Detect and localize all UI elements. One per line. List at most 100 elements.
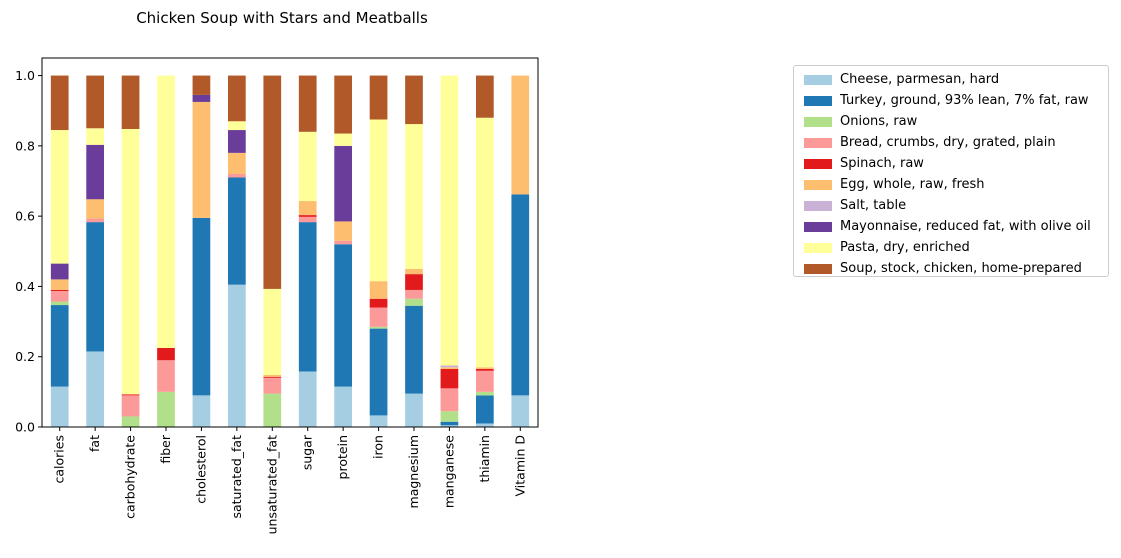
bar-segment-carbohydrate-s9 — [121, 75, 140, 129]
bar-segment-thiamin-s5 — [476, 367, 494, 370]
legend: Cheese, parmesan, hard Turkey, ground, 93… — [793, 65, 1109, 277]
bar-segment-magnesium-s5 — [405, 268, 423, 275]
x-tick-label: fat — [87, 435, 102, 452]
legend-label: Salt, table — [840, 198, 907, 213]
bar-segment-cholesterol-s5 — [192, 101, 211, 218]
legend-swatch — [804, 263, 832, 274]
bar-segment-protein-s1 — [334, 244, 352, 387]
bar-segment-magnesium-s1 — [405, 305, 423, 394]
legend-item: Egg, whole, raw, fresh — [804, 174, 1108, 195]
legend-label: Bread, crumbs, dry, grated, plain — [840, 135, 1056, 150]
bar-segment-cholesterol-s1 — [192, 217, 211, 396]
bar-segment-cholesterol-s7 — [192, 94, 211, 102]
legend-label: Soup, stock, chicken, home-prepared — [840, 261, 1082, 276]
bar-segment-sugar-s5 — [298, 201, 317, 216]
legend-item: Bread, crumbs, dry, grated, plain — [804, 132, 1108, 153]
bar-segment-iron-s3 — [369, 307, 388, 327]
bar-segment-sugar-s9 — [298, 75, 317, 132]
x-tick-label: iron — [371, 435, 386, 459]
legend-label: Egg, whole, raw, fresh — [840, 177, 985, 192]
bar-segment-iron-s4 — [369, 298, 388, 308]
x-tick-label: Vitamin D — [512, 435, 527, 496]
bar-segment-unsaturated-fat-s9 — [263, 75, 282, 289]
chart-title: Chicken Soup with Stars and Meatballs — [136, 9, 428, 27]
x-tick-label: thiamin — [477, 435, 492, 483]
bar-segment-sugar-s8 — [298, 131, 317, 202]
bar-segment-protein-s9 — [334, 75, 352, 134]
bar-segment-vitamin-d-s0 — [511, 395, 530, 427]
bar-segment-saturated-fat-s8 — [228, 121, 246, 131]
bar-segment-protein-s5 — [334, 221, 352, 241]
bar-segment-sugar-s0 — [298, 371, 317, 427]
bar-segment-manganese-s4 — [440, 369, 459, 389]
legend-swatch — [804, 179, 832, 190]
y-tick-label: 0.6 — [15, 209, 35, 224]
bar-segment-unsaturated-fat-s2 — [263, 393, 282, 427]
bar-segment-magnesium-s3 — [405, 289, 423, 299]
legend-label: Spinach, raw — [840, 156, 924, 171]
bar-segment-calories-s0 — [50, 386, 69, 427]
legend-label: Cheese, parmesan, hard — [840, 72, 1000, 87]
x-tick-label: fiber — [158, 434, 173, 463]
legend-label: Turkey, ground, 93% lean, 7% fat, raw — [840, 93, 1089, 108]
bar-segment-protein-s7 — [334, 145, 352, 222]
plot-frame — [41, 57, 539, 428]
legend-item: Spinach, raw — [804, 153, 1108, 174]
bar-segment-manganese-s3 — [440, 388, 459, 412]
legend-swatch — [804, 137, 832, 148]
legend-swatch — [804, 95, 832, 106]
bar-segment-saturated-fat-s3 — [228, 173, 246, 178]
bar-segment-manganese-s0 — [440, 425, 459, 427]
bar-segment-thiamin-s2 — [476, 391, 494, 396]
bar-segment-unsaturated-fat-s5 — [263, 374, 282, 377]
bar-segment-saturated-fat-s5 — [228, 152, 246, 174]
bar-segment-manganese-s6 — [440, 365, 459, 368]
x-tick-label: saturated_fat — [229, 435, 244, 519]
y-tick-label: 0.2 — [15, 349, 35, 364]
bar-segment-calories-s9 — [50, 75, 69, 131]
y-tick-label: 1.0 — [15, 68, 35, 83]
legend-swatch — [804, 158, 832, 169]
bar-segment-carbohydrate-s3 — [121, 395, 140, 417]
y-tick-label: 0.8 — [15, 138, 35, 153]
legend-item: Salt, table — [804, 195, 1108, 216]
bar-segment-vitamin-d-s1 — [511, 194, 530, 396]
legend-swatch — [804, 74, 832, 85]
bar-segment-unsaturated-fat-s3 — [263, 377, 282, 394]
bar-segment-fiber-s2 — [157, 391, 175, 427]
legend-item: Onions, raw — [804, 111, 1108, 132]
bar-segment-thiamin-s3 — [476, 370, 494, 392]
x-tick-label: carbohydrate — [123, 435, 138, 519]
bar-segment-magnesium-s9 — [405, 75, 423, 125]
bar-segment-saturated-fat-s9 — [228, 75, 246, 122]
y-tick-label: 0.4 — [15, 279, 35, 294]
bars-layer — [50, 75, 530, 427]
bar-segment-thiamin-s1 — [476, 395, 494, 424]
bar-segment-saturated-fat-s1 — [228, 177, 246, 285]
bar-segment-protein-s0 — [334, 386, 352, 427]
bar-segment-calories-s2 — [50, 301, 69, 306]
bar-segment-saturated-fat-s0 — [228, 284, 246, 427]
bar-segment-iron-s8 — [369, 119, 388, 282]
bar-segment-carbohydrate-s4 — [121, 394, 140, 396]
bar-segment-unsaturated-fat-s4 — [263, 376, 282, 378]
bar-segment-sugar-s1 — [298, 222, 317, 372]
legend-item: Mayonnaise, reduced fat, with olive oil — [804, 216, 1108, 237]
bar-segment-sugar-s3 — [298, 216, 317, 223]
bar-segment-iron-s2 — [369, 326, 388, 329]
bar-segment-magnesium-s2 — [405, 298, 423, 306]
bar-segment-saturated-fat-s7 — [228, 130, 246, 153]
bar-segment-thiamin-s8 — [476, 117, 494, 368]
bar-segment-iron-s0 — [369, 415, 388, 427]
legend-item: Cheese, parmesan, hard — [804, 69, 1108, 90]
legend-item: Soup, stock, chicken, home-prepared — [804, 258, 1108, 279]
bar-segment-magnesium-s0 — [405, 393, 423, 427]
bar-segment-calories-s5 — [50, 279, 69, 290]
bar-segment-magnesium-s4 — [405, 274, 423, 290]
bar-segment-unsaturated-fat-s8 — [263, 288, 282, 375]
bar-segment-carbohydrate-s2 — [121, 416, 140, 427]
bar-segment-manganese-s8 — [440, 75, 459, 366]
bar-segment-fat-s5 — [86, 199, 104, 219]
bar-segment-iron-s1 — [369, 328, 388, 416]
